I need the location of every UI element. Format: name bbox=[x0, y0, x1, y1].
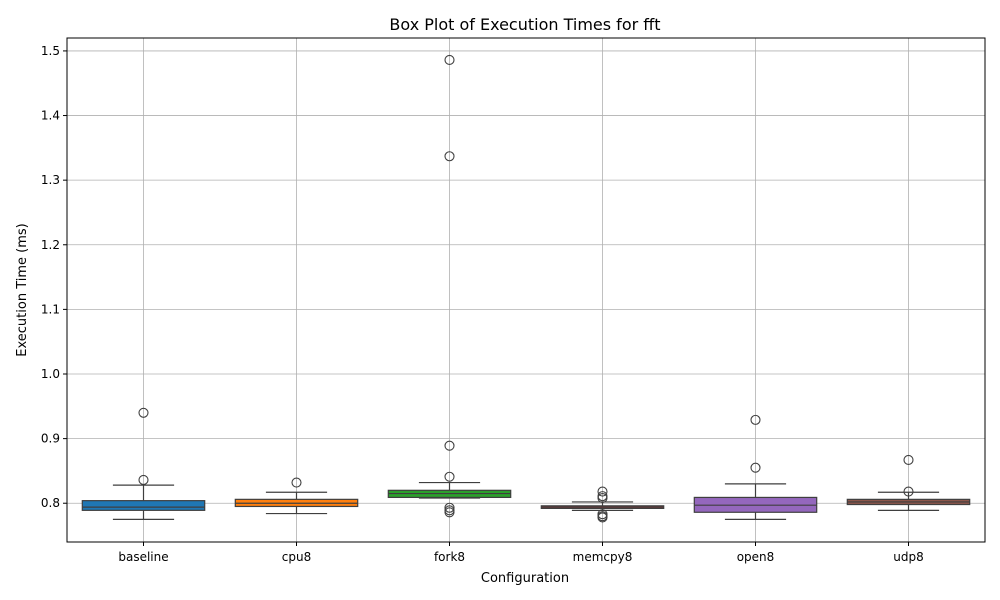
x-axis-title: Configuration bbox=[481, 571, 569, 586]
y-tick-label: 1.5 bbox=[41, 44, 60, 58]
box-group-cpu8 bbox=[234, 477, 359, 515]
outlier-point bbox=[138, 407, 149, 418]
y-tick-label: 1.3 bbox=[41, 173, 60, 187]
outlier-point bbox=[444, 54, 455, 66]
box-baseline bbox=[81, 500, 206, 511]
outlier-point bbox=[597, 512, 608, 523]
chart-title: Box Plot of Execution Times for fft bbox=[389, 15, 660, 34]
y-axis-ticks: 0.8 0.9 1.0 1.1 1.2 1.3 1.4 1.5 bbox=[41, 44, 67, 510]
grid-lines bbox=[67, 38, 985, 542]
x-tick-label: fork8 bbox=[434, 550, 465, 564]
outlier-point bbox=[444, 440, 455, 451]
y-tick-label: 1.1 bbox=[41, 302, 60, 316]
outlier-point bbox=[444, 471, 455, 482]
x-tick-label: udp8 bbox=[893, 550, 923, 564]
box-group-open8 bbox=[693, 414, 818, 520]
outlier-point bbox=[291, 477, 302, 488]
outlier-point bbox=[444, 507, 455, 518]
y-tick-label: 1.2 bbox=[41, 238, 60, 252]
y-axis-title: Execution Time (ms) bbox=[15, 223, 30, 356]
x-tick-label: cpu8 bbox=[282, 550, 311, 564]
outlier-point bbox=[444, 502, 455, 513]
box-group-udp8 bbox=[846, 454, 971, 511]
y-tick-label: 0.9 bbox=[41, 432, 60, 446]
y-tick-label: 1.4 bbox=[41, 109, 60, 123]
box-group-memcpy8 bbox=[540, 486, 665, 523]
x-tick-label: baseline bbox=[118, 550, 168, 564]
y-tick-label: 1.0 bbox=[41, 367, 60, 381]
box-group-fork8 bbox=[387, 54, 512, 518]
x-tick-label: open8 bbox=[737, 550, 775, 564]
outlier-point bbox=[597, 486, 608, 497]
outlier-point bbox=[903, 454, 914, 465]
outlier-point bbox=[903, 486, 914, 497]
x-axis-ticks: baseline cpu8 fork8 memcpy8 open8 udp8 bbox=[118, 542, 924, 564]
outlier-point bbox=[597, 493, 608, 504]
boxes-layer bbox=[81, 54, 971, 523]
x-tick-label: memcpy8 bbox=[573, 550, 633, 564]
outlier-point bbox=[138, 474, 149, 486]
outlier-point bbox=[750, 414, 761, 425]
y-tick-label: 0.8 bbox=[41, 496, 60, 510]
box-group-baseline bbox=[81, 407, 206, 520]
outlier-point bbox=[750, 462, 761, 473]
plot-frame bbox=[66, 37, 986, 543]
outlier-point bbox=[444, 151, 455, 162]
